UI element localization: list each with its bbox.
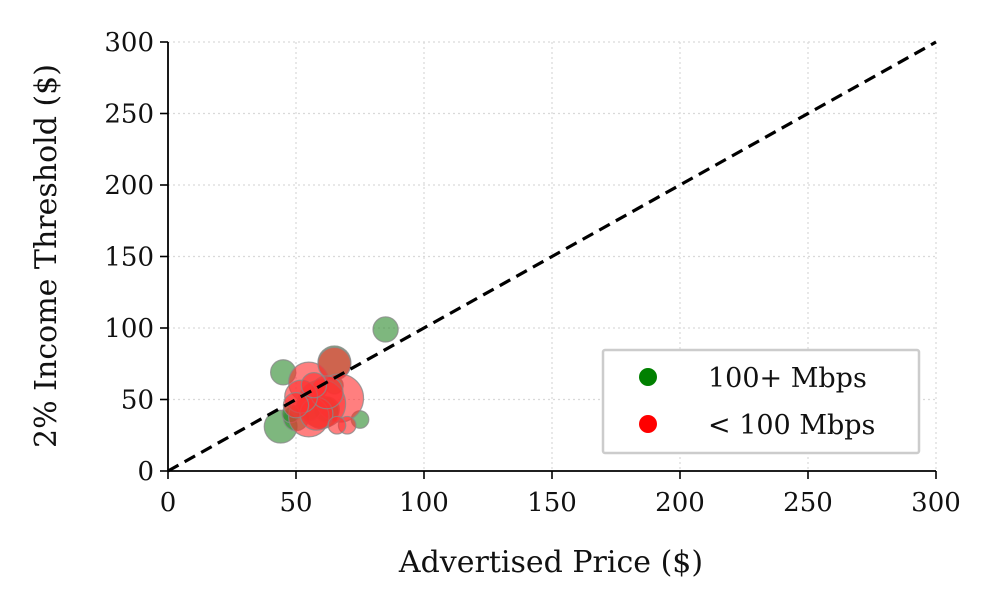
legend-label-under100: < 100 Mbps bbox=[708, 410, 875, 441]
identity-reference-line bbox=[167, 40, 937, 473]
x-axis-title: Advertised Price ($) bbox=[398, 545, 703, 580]
legend-label-100plus: 100+ Mbps bbox=[708, 363, 867, 394]
legend-marker-under100 bbox=[639, 415, 657, 433]
point-under-100-mbps bbox=[327, 415, 347, 435]
point-100plus-mbps bbox=[372, 316, 399, 343]
x-tick-label: 0 bbox=[160, 488, 177, 518]
y-axis-title: 2% Income Threshold ($) bbox=[29, 64, 64, 448]
x-tick-label: 200 bbox=[655, 488, 705, 518]
legend-marker-100plus bbox=[639, 368, 657, 386]
point-under-100-mbps bbox=[282, 392, 310, 419]
legend-box bbox=[601, 348, 921, 455]
x-tick-label: 50 bbox=[279, 488, 312, 518]
scatter-points bbox=[263, 316, 399, 444]
x-tick-label: 100 bbox=[399, 488, 449, 518]
y-tick-label: 200 bbox=[104, 171, 154, 201]
y-tick-label: 0 bbox=[137, 457, 154, 487]
y-tick-label: 300 bbox=[104, 28, 154, 58]
legend: 100+ Mbps < 100 Mbps bbox=[601, 348, 921, 455]
tick-labels: 0 50 100 150 200 250 300 0 50 100 150 200 250 300 bbox=[104, 28, 960, 518]
x-tick-label: 300 bbox=[911, 488, 961, 518]
x-tick-label: 150 bbox=[527, 488, 577, 518]
y-tick-label: 150 bbox=[104, 243, 154, 273]
y-tick-label: 250 bbox=[104, 100, 154, 130]
y-tick-label: 50 bbox=[121, 386, 154, 416]
axes bbox=[160, 41, 937, 479]
y-tick-label: 100 bbox=[104, 314, 154, 344]
x-tick-label: 250 bbox=[783, 488, 833, 518]
